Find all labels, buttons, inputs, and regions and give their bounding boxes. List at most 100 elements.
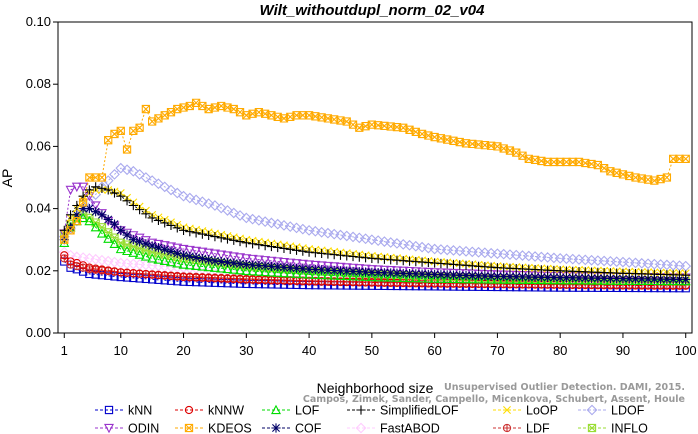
data-point-simplifiedlof <box>84 185 94 195</box>
data-point-odin <box>216 250 227 260</box>
legend-label-cof: COF <box>295 422 322 434</box>
data-point-ldof <box>134 169 145 180</box>
data-point-ldof <box>460 245 472 257</box>
legend-marker-inflo <box>587 423 597 433</box>
data-point-cof <box>109 219 120 229</box>
chart-title: Wilt_withoutdupl_norm_02_v04 <box>260 2 486 19</box>
data-point-ldof <box>178 190 189 202</box>
data-point-knnw <box>386 278 395 288</box>
y-axis-label: AP <box>0 169 15 188</box>
data-point-simplifiedlof <box>178 225 189 235</box>
data-point-simplifiedlof <box>191 228 201 238</box>
data-point-lof <box>103 233 114 243</box>
data-point-knnw <box>129 269 138 278</box>
data-point-lof <box>96 228 107 238</box>
data-point-lof <box>115 243 126 254</box>
data-point-lof <box>285 268 296 278</box>
legend-marker-odin <box>103 423 115 434</box>
data-point-knnw <box>148 270 157 279</box>
data-point-cof <box>116 225 126 235</box>
x-tick-label: 70 <box>490 343 504 358</box>
legend-label-ldof: LDOF <box>611 404 645 418</box>
data-point-simplifiedlof <box>273 242 283 253</box>
data-point-odin <box>316 261 327 271</box>
data-point-ldof <box>385 237 397 248</box>
data-point-ldof <box>335 229 346 241</box>
data-point-knnw <box>110 267 119 276</box>
series-layer <box>58 98 692 293</box>
data-point-cof <box>511 272 521 282</box>
data-point-knnw <box>399 278 408 288</box>
data-point-cof <box>536 272 546 282</box>
data-point-knnw <box>185 273 194 282</box>
data-point-cof <box>222 257 233 267</box>
data-point-odin <box>278 257 289 268</box>
data-point-lof <box>404 272 415 283</box>
data-point-simplifiedlof <box>304 247 314 257</box>
data-point-odin <box>310 260 321 271</box>
data-point-knnw <box>135 269 144 278</box>
data-point-simplifiedlof <box>291 245 302 255</box>
data-point-lof <box>272 267 283 277</box>
data-point-cof <box>543 272 553 282</box>
data-point-ldof <box>109 169 120 180</box>
data-point-knnw <box>229 274 238 284</box>
data-point-simplifiedlof <box>204 230 214 240</box>
data-point-lof <box>479 274 490 284</box>
data-point-cof <box>455 270 465 280</box>
data-point-odin <box>341 263 352 273</box>
data-point-cof <box>373 267 383 278</box>
data-point-odin <box>153 239 164 250</box>
data-point-cof <box>178 250 189 260</box>
data-point-knnw <box>160 271 169 280</box>
data-point-lof <box>59 237 70 247</box>
data-point-lof <box>360 271 371 281</box>
data-point-cof <box>480 271 490 281</box>
data-point-lof <box>165 256 177 267</box>
data-point-cof <box>310 264 320 275</box>
data-point-lof <box>391 272 402 282</box>
data-point-knnw <box>60 251 69 260</box>
data-point-knnw <box>342 277 351 287</box>
data-point-ldof <box>353 232 365 244</box>
data-point-odin <box>247 254 258 265</box>
data-point-odin <box>241 254 252 264</box>
data-point-lof <box>423 273 434 283</box>
data-point-ldof <box>416 241 428 253</box>
data-point-cof <box>291 263 302 273</box>
data-point-simplifiedlof <box>91 182 101 192</box>
data-point-lof <box>228 264 239 274</box>
data-point-inflo <box>129 242 138 251</box>
x-tick-label: 60 <box>427 343 441 358</box>
data-point-kdeos <box>135 123 144 132</box>
data-point-cof <box>499 271 509 282</box>
data-point-ldof <box>303 224 315 236</box>
data-point-knnw <box>198 273 207 282</box>
data-point-cof <box>568 273 578 283</box>
data-point-simplifiedlof <box>147 213 157 223</box>
data-point-simplifiedlof <box>342 251 352 261</box>
data-point-ldof <box>548 252 560 264</box>
legend-item-knn: kNN <box>95 404 152 418</box>
x-axis-label: Neighborhood size <box>317 380 434 396</box>
data-point-ldof <box>253 215 265 226</box>
data-point-odin <box>203 248 214 259</box>
data-point-lof <box>442 273 453 283</box>
x-tick-label: 80 <box>553 343 567 358</box>
data-point-ldof <box>171 187 183 199</box>
data-point-knnw <box>97 265 107 274</box>
data-point-simplifiedlof <box>216 233 226 243</box>
data-point-cof <box>122 230 132 240</box>
data-point-knnw <box>336 277 345 287</box>
data-point-cof <box>273 262 283 272</box>
data-point-kdeos <box>122 145 132 154</box>
data-point-ldof <box>190 194 202 206</box>
data-point-odin <box>348 263 359 274</box>
data-point-odin <box>322 261 333 272</box>
data-point-cof <box>379 268 390 278</box>
data-point-simplifiedlof <box>335 250 346 260</box>
data-point-lof <box>467 273 478 284</box>
data-point-cof <box>486 271 496 281</box>
data-point-cof <box>624 274 634 284</box>
